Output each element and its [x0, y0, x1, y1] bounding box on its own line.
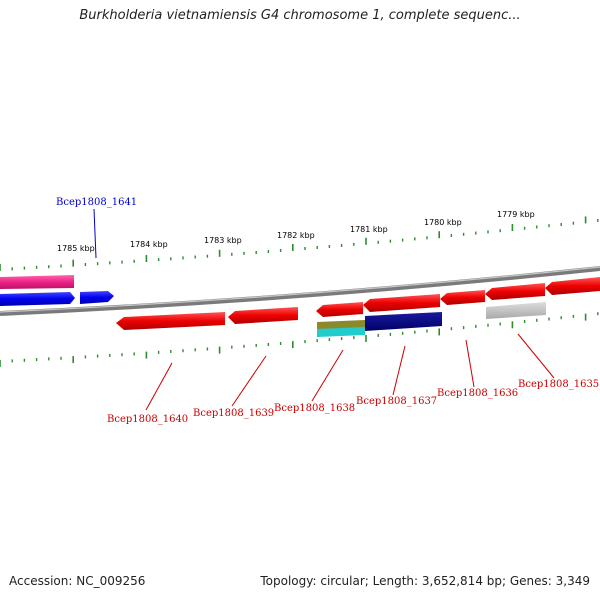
inner-scale-ticks [0, 312, 599, 367]
gene-bcep1808-1636-red[interactable] [440, 290, 485, 305]
outer-scale-ticks [0, 216, 599, 271]
gene-label-1635[interactable]: Bcep1808_1635 [518, 379, 599, 390]
gene-bcep1808-1640[interactable] [116, 312, 225, 330]
gene-bcep1808-1639[interactable] [228, 307, 298, 324]
leader-line-1638 [311, 349, 344, 402]
gene-label-1637[interactable]: Bcep1808_1637 [356, 396, 437, 407]
genome-info-text: Topology: circular; Length: 3,652,814 bp… [260, 574, 590, 588]
gene-blue-left[interactable] [0, 292, 75, 306]
gene-bcep1808-1638-red[interactable] [316, 302, 363, 317]
leader-line-1636 [465, 339, 475, 388]
leader-lines [93, 208, 555, 411]
gene-bcep1808-1637-red[interactable] [363, 294, 440, 312]
scale-label-1785: 1785 kbp [57, 244, 95, 253]
scale-label-1784: 1784 kbp [130, 240, 168, 249]
reverse-strand-genes [116, 277, 600, 337]
leader-line-1639 [231, 355, 267, 407]
leader-line-1640 [145, 362, 173, 411]
scale-label-1783: 1783 kbp [204, 236, 242, 245]
scale-label-1779: 1779 kbp [497, 210, 535, 219]
gene-bcep1808-1641[interactable] [80, 291, 114, 304]
scale-label-1781: 1781 kbp [350, 225, 388, 234]
gene-label-1639[interactable]: Bcep1808_1639 [193, 408, 274, 419]
leader-line-1635 [517, 333, 555, 379]
chromosome-backbone [0, 266, 600, 316]
scale-label-1782: 1782 kbp [277, 231, 315, 240]
map-title: Burkholderia vietnamiensis G4 chromosome… [79, 8, 521, 23]
accession-text: Accession: NC_009256 [9, 574, 146, 588]
forward-strand-genes [0, 275, 114, 306]
feature-grey[interactable] [486, 302, 546, 319]
feature-navy[interactable] [365, 312, 442, 331]
scale-label-1780: 1780 kbp [424, 218, 462, 227]
feature-cyan[interactable] [317, 327, 365, 337]
leader-line-1641 [93, 208, 97, 259]
gene-pink[interactable] [0, 275, 74, 289]
gene-label-1640[interactable]: Bcep1808_1640 [107, 414, 188, 425]
chromosome-backbone-highlight [0, 266, 600, 313]
leader-line-1637 [392, 345, 406, 396]
gene-bcep1808-1635-red[interactable] [485, 283, 545, 300]
gene-label-1636[interactable]: Bcep1808_1636 [437, 388, 518, 399]
gene-red-right[interactable] [545, 277, 600, 295]
gene-label-1641[interactable]: Bcep1808_1641 [56, 197, 137, 208]
gene-label-1638[interactable]: Bcep1808_1638 [274, 403, 355, 414]
